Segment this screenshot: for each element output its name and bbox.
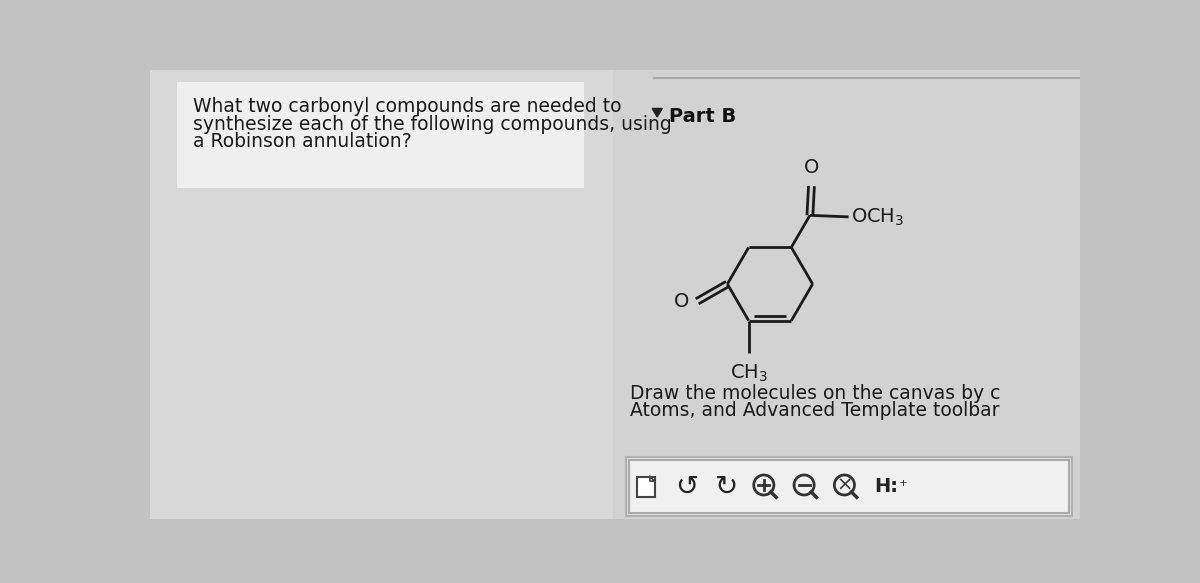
Text: What two carbonyl compounds are needed to: What two carbonyl compounds are needed t…: [193, 97, 622, 116]
Text: ×: ×: [836, 476, 852, 494]
Text: a Robinson annulation?: a Robinson annulation?: [193, 132, 412, 152]
Text: Atoms, and Advanced Template toolbar: Atoms, and Advanced Template toolbar: [630, 401, 1000, 420]
Text: Part B: Part B: [670, 107, 737, 126]
Bar: [626, 457, 1073, 516]
Text: H:: H:: [875, 477, 899, 496]
Text: OCH$_3$: OCH$_3$: [851, 206, 905, 227]
Polygon shape: [653, 108, 662, 117]
Text: O: O: [804, 158, 820, 177]
Text: ⁺: ⁺: [899, 477, 907, 496]
Text: CH$_3$: CH$_3$: [730, 362, 768, 384]
Bar: [629, 461, 1069, 512]
Text: ↻: ↻: [715, 473, 738, 501]
Text: Draw the molecules on the canvas by c: Draw the molecules on the canvas by c: [630, 384, 1001, 403]
Bar: [150, 70, 613, 519]
Text: ↺: ↺: [674, 473, 698, 501]
Text: O: O: [674, 292, 690, 311]
Bar: [178, 82, 584, 188]
Bar: [613, 70, 1080, 519]
Bar: [637, 476, 654, 497]
Text: synthesize each of the following compounds, using: synthesize each of the following compoun…: [193, 115, 671, 134]
